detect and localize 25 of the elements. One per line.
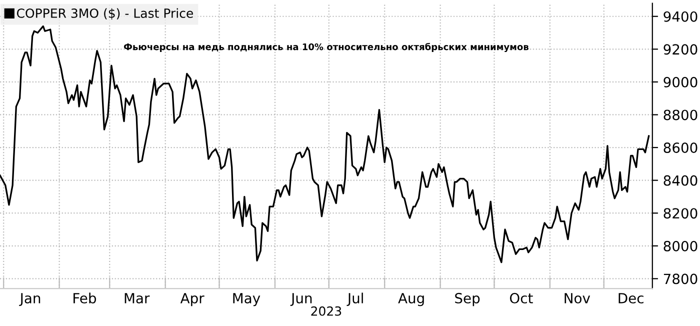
y-tick-label: 8600 <box>664 142 698 153</box>
x-tick-label: Feb <box>74 292 96 304</box>
y-tick-label: 9200 <box>664 44 698 55</box>
x-tick-label: Oct <box>510 292 533 304</box>
x-tick-label: Jun <box>290 293 312 306</box>
y-tick-label: 9000 <box>664 76 698 88</box>
x-tick-label: Nov <box>564 293 590 304</box>
y-tick-label: 8200 <box>664 208 698 219</box>
y-tick-label: 8800 <box>664 110 698 120</box>
x-axis-title: 2023 <box>311 306 342 316</box>
annotation: Фьючерсы на медь поднялись на 10% относительно октябрьских минимумов <box>124 42 528 52</box>
y-tick-label: 9400 <box>664 11 698 22</box>
x-tick-label: Jul <box>346 292 363 306</box>
x-tick-label: Jan <box>19 293 40 306</box>
x-tick-label: Apr <box>180 293 204 306</box>
y-tick-label: 8400 <box>664 175 698 186</box>
y-tick-label: 7800 <box>664 274 698 284</box>
x-tick-label: May <box>233 293 260 306</box>
x-tick-label: Aug <box>398 293 424 306</box>
y-tick-label: 8000 <box>664 240 698 252</box>
x-tick-label: Mar <box>124 293 150 304</box>
x-tick-label: Dec <box>618 293 644 304</box>
x-tick-label: Sep <box>455 292 480 306</box>
legend-label: COPPER 3MO ($) - Last Price <box>16 8 194 20</box>
line-series <box>0 25 650 264</box>
